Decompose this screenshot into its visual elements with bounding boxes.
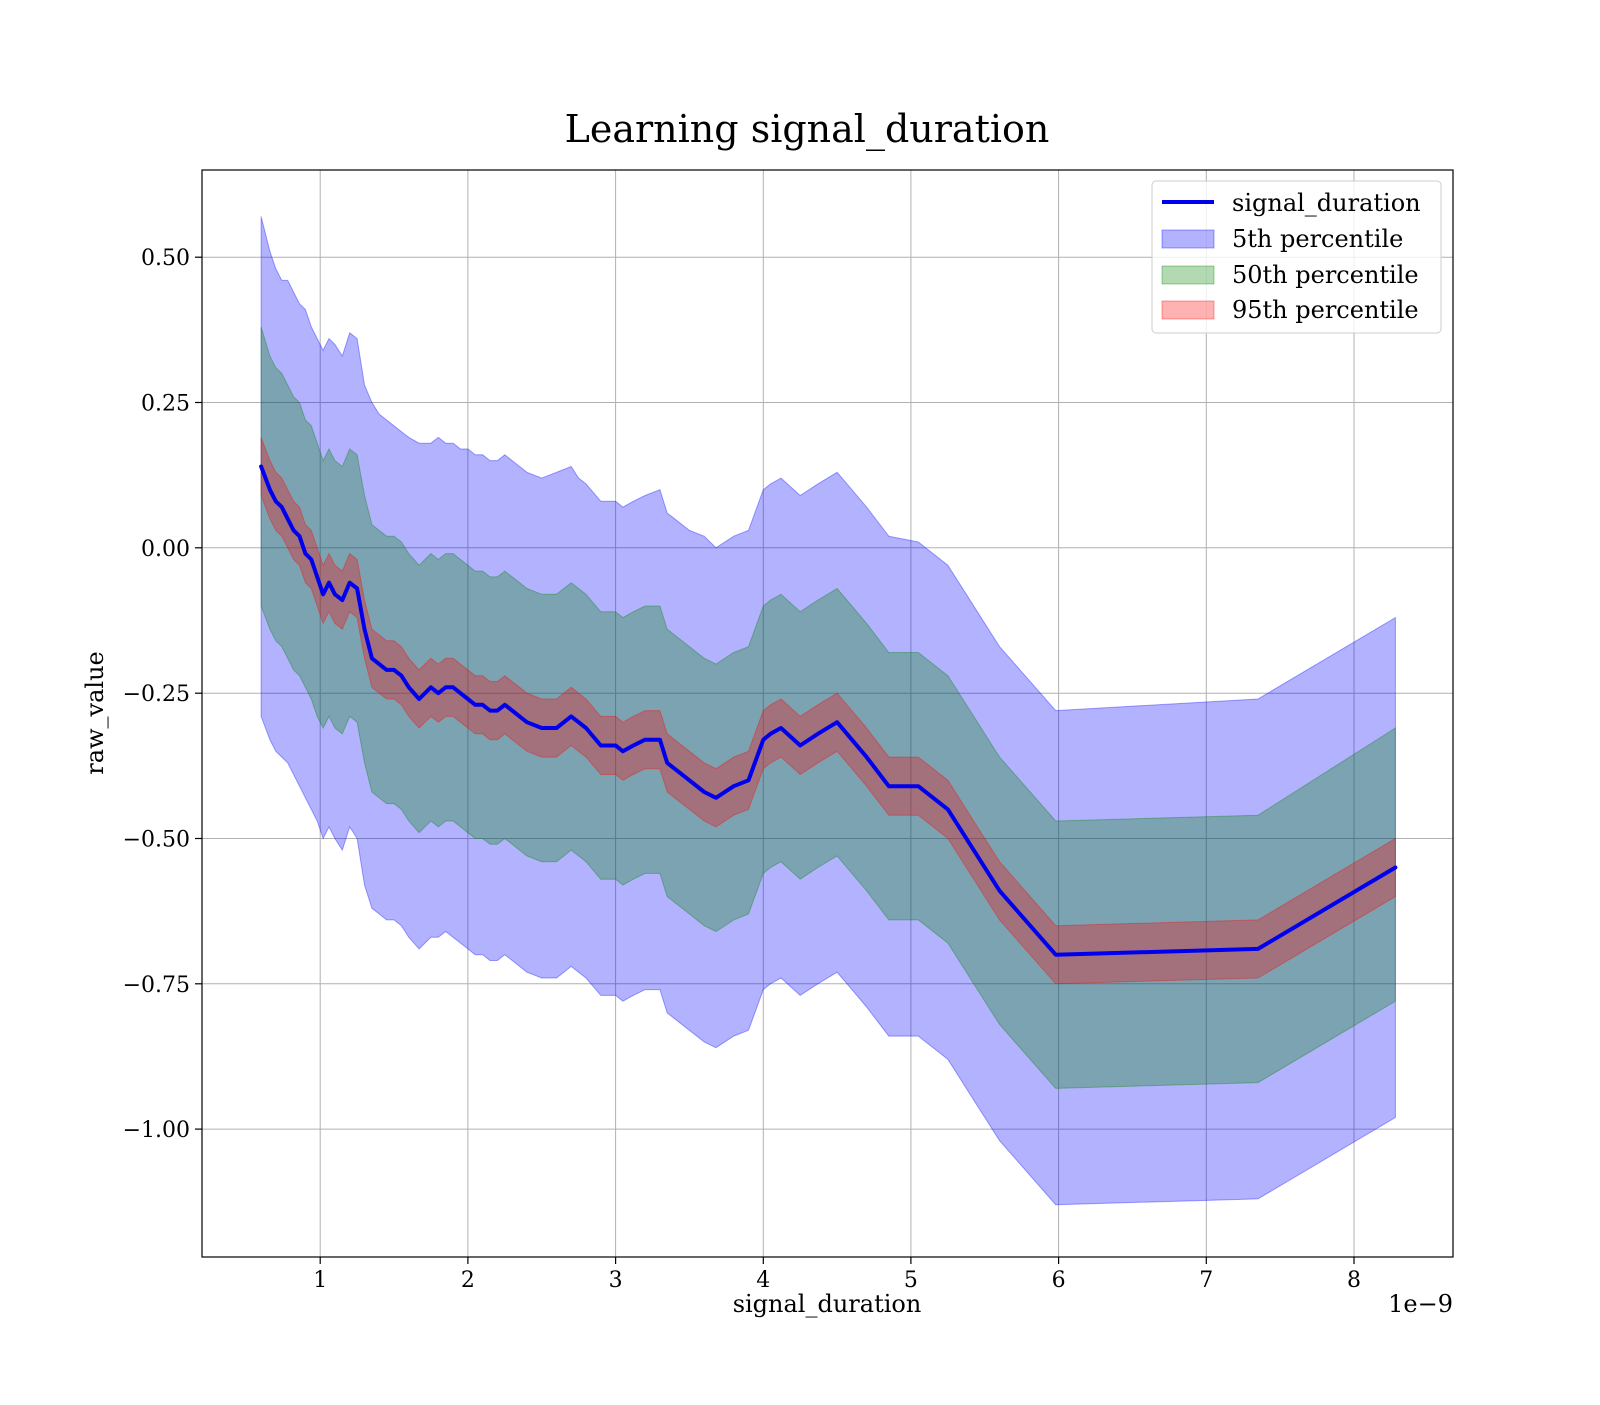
grid — [202, 170, 1453, 1257]
legend-swatch-5th — [1161, 229, 1215, 249]
plot-frame — [201, 169, 1454, 1258]
legend: signal_duration 5th percentile 50th perc… — [1151, 180, 1442, 334]
x-tick-label: 1 — [313, 1268, 327, 1293]
signal-duration-line — [259, 464, 1398, 957]
y-axis-label: raw_value — [81, 651, 109, 775]
x-axis-label: signal_duration — [733, 1290, 922, 1318]
x-axis-offset-label: 1e−9 — [1388, 1290, 1453, 1318]
legend-swatch-95th — [1161, 300, 1215, 320]
x-tick-label: 5 — [904, 1268, 918, 1293]
x-tick-label: 6 — [1052, 1268, 1066, 1293]
legend-box — [1151, 180, 1442, 334]
y-tick-label: 0.00 — [141, 537, 190, 562]
percentile-bands — [260, 216, 1396, 1206]
y-tick-label: −0.25 — [123, 682, 190, 707]
x-axis-ticks: 1 2 3 4 5 6 7 8 — [313, 1257, 1361, 1293]
band-5th-percentile — [260, 216, 1396, 1206]
y-tick-label: −0.75 — [123, 973, 190, 998]
y-tick-label: 0.25 — [141, 392, 190, 417]
y-tick-label: −1.00 — [123, 1118, 190, 1143]
y-axis-ticks: 0.50 0.25 0.00 −0.25 −0.50 −0.75 −1.00 — [123, 246, 202, 1143]
x-tick-label: 4 — [756, 1268, 770, 1293]
band-95th-percentile — [260, 437, 1396, 985]
legend-label: signal_duration — [1232, 189, 1421, 217]
y-tick-label: −0.50 — [123, 828, 190, 853]
y-tick-label: 0.50 — [141, 246, 190, 271]
x-tick-label: 3 — [609, 1268, 623, 1293]
chart-title: Learning signal_duration — [565, 107, 1050, 152]
series-lines — [259, 464, 1398, 957]
legend-label: 95th percentile — [1232, 296, 1419, 324]
x-tick-label: 2 — [461, 1268, 475, 1293]
legend-label: 5th percentile — [1232, 225, 1403, 253]
x-tick-label: 8 — [1347, 1268, 1361, 1293]
x-tick-label: 7 — [1199, 1268, 1213, 1293]
legend-swatch-50th — [1161, 265, 1215, 285]
band-50th-percentile — [260, 326, 1396, 1089]
legend-label: 50th percentile — [1232, 261, 1419, 289]
